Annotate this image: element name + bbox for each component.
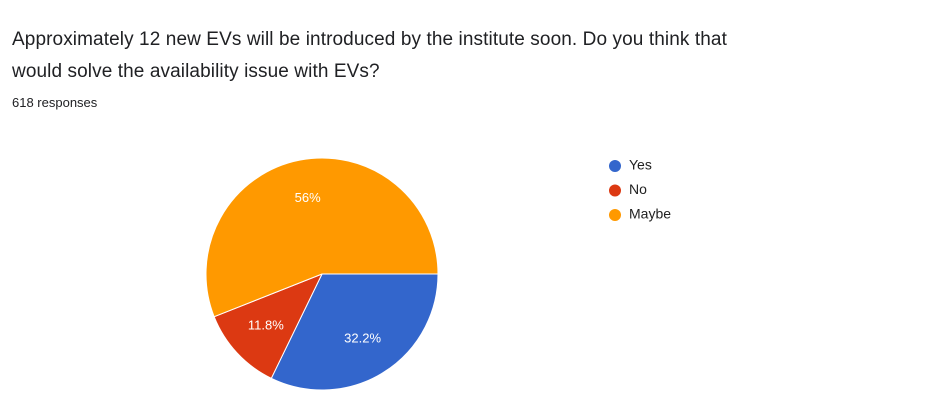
value-label: 56%	[295, 190, 321, 205]
legend-marker	[609, 160, 621, 172]
chart-title: Approximately 12 new EVs will be introdu…	[12, 29, 727, 82]
pie-slice	[205, 157, 439, 318]
legend-marker	[609, 209, 621, 221]
legend-label: No	[629, 181, 647, 197]
legend-marker	[609, 184, 621, 197]
pie-slice	[213, 273, 324, 379]
pie-slice	[270, 273, 439, 391]
value-label: 32.2%	[344, 330, 381, 345]
chart-subtitle: 618 responses	[12, 95, 98, 110]
legend-label: Yes	[629, 157, 652, 173]
value-label: 11.8%	[248, 317, 284, 332]
legend-label: Maybe	[629, 206, 671, 222]
